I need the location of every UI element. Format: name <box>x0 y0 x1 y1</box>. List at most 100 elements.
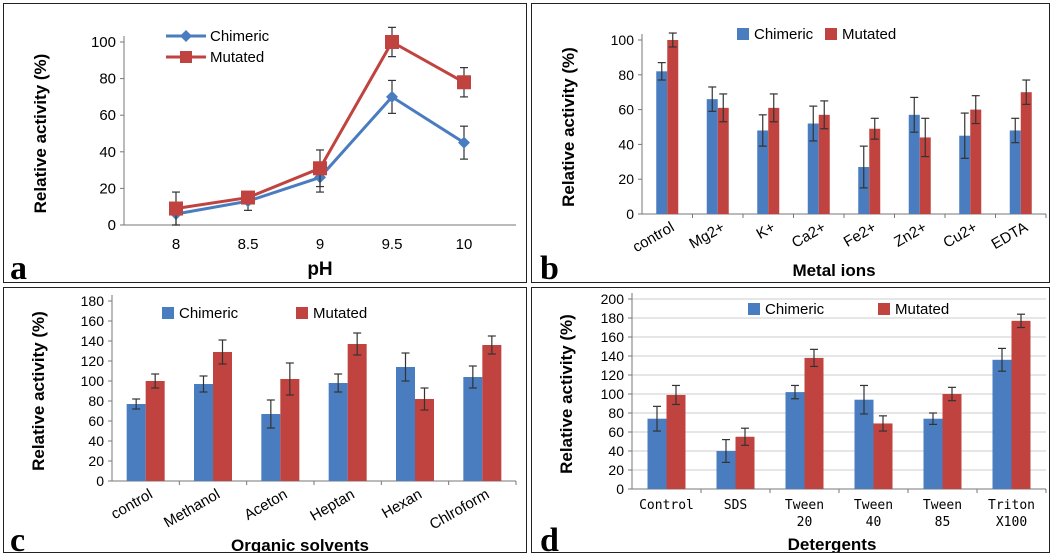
y-tick-label: 40 <box>608 443 624 459</box>
y-tick-label: 20 <box>618 171 634 187</box>
bar-chimeric <box>261 414 281 481</box>
bar-chimeric <box>785 392 805 489</box>
y-tick-label: 40 <box>99 144 116 161</box>
y-tick-label: 180 <box>601 310 625 326</box>
bar-chimeric <box>656 71 668 214</box>
x-tick-label: 8 <box>172 236 180 253</box>
y-tick-label: 0 <box>616 481 624 497</box>
bar-chimeric <box>194 384 213 481</box>
data-point-mutated <box>169 201 183 216</box>
bar-mutated <box>482 345 502 481</box>
bar-chimeric <box>923 418 943 489</box>
bar-mutated <box>804 357 824 489</box>
y-tick-label: 160 <box>81 313 105 329</box>
x-tick-label: control <box>108 486 155 523</box>
x-axis-title: Detergents <box>788 535 877 553</box>
panel-c: 0 20 40 60 80 100 120 140 160 180 Relative activit… <box>3 287 527 553</box>
metal-ions-bar-chart: 0 20 40 60 80 100 Relative activity (%) control… <box>559 26 1047 280</box>
bar-mutated <box>666 394 686 489</box>
legend-swatch <box>825 28 837 40</box>
data-point-mutated <box>241 190 255 205</box>
x-tick-label: Hexan <box>379 486 425 522</box>
legend-label: Chimeric <box>765 301 825 318</box>
x-tick-label: 9.5 <box>382 236 403 253</box>
panel-letter-d: d <box>540 522 559 553</box>
y-axis-title: Relative activity (%) <box>559 47 578 207</box>
y-tick-label: 0 <box>626 206 634 222</box>
y-tick-label: 80 <box>88 393 104 409</box>
ph-line-chart: 0 20 40 60 80 100 Relative activity (%) 8 8.5 9 9.… <box>31 26 516 280</box>
bar-chimeric <box>854 399 874 489</box>
x-tick-label: Fe2+ <box>841 219 880 251</box>
x-tick-label: Triton X100 <box>988 498 1035 530</box>
legend-label: Mutated <box>210 49 264 66</box>
y-tick-label: 60 <box>618 102 634 118</box>
panel-letter-a: a <box>10 250 27 283</box>
y-tick-label: 100 <box>601 386 625 402</box>
data-point-mutated <box>457 75 471 90</box>
x-tick-label: Zn2+ <box>891 219 930 251</box>
data-point-mutated <box>313 161 327 176</box>
bar-chimeric <box>706 99 718 214</box>
legend-swatch <box>878 303 890 315</box>
bar-mutated <box>280 379 300 481</box>
y-tick-label: 160 <box>601 329 625 345</box>
y-tick-label: 120 <box>601 367 625 383</box>
y-tick-label: 180 <box>81 293 105 309</box>
panel-letter-c: c <box>10 522 26 553</box>
organic-solvents-bar-chart: 0 20 40 60 80 100 120 140 160 180 Relative activit… <box>29 293 517 552</box>
panel-a: 0 20 40 60 80 100 Relative activity (%) 8 8.5 9 9.… <box>3 3 527 283</box>
bar-mutated <box>873 423 893 489</box>
x-tick-label: Control <box>639 498 694 513</box>
bar-chimeric <box>757 130 769 214</box>
y-tick-label: 140 <box>601 348 625 364</box>
bar-chimeric <box>807 123 819 214</box>
bar-chimeric <box>396 367 415 481</box>
bar-mutated <box>735 436 755 489</box>
x-tick-label: SDS <box>724 498 747 513</box>
legend-swatch <box>748 303 760 315</box>
legend-label: Chimeric <box>210 28 270 45</box>
legend-marker <box>180 51 192 63</box>
y-tick-label: 100 <box>91 34 116 51</box>
x-tick-label: 9 <box>316 236 324 253</box>
legend-swatch <box>737 28 749 40</box>
x-tick-label: Heptan <box>307 486 357 525</box>
bar-mutated <box>1011 320 1031 489</box>
bar-mutated <box>768 107 780 214</box>
bar-mutated <box>919 137 931 214</box>
legend-marker <box>180 30 192 42</box>
bar-mutated <box>415 399 434 481</box>
y-tick-label: 60 <box>608 424 624 440</box>
detergents-bar-chart: 0 20 40 60 80 100 120 140 160 180 200 Relative acti… <box>557 291 1047 553</box>
y-tick-label: 20 <box>88 453 104 469</box>
y-axis-title: Relative activity (%) <box>29 311 48 471</box>
x-tick-label: Tween 85 <box>923 498 962 530</box>
bar-mutated <box>347 344 367 481</box>
y-tick-label: 200 <box>601 291 625 307</box>
bar-mutated <box>818 114 830 214</box>
bar-chimeric <box>959 135 971 214</box>
data-point-chimeric <box>458 136 470 149</box>
bar-chimeric <box>463 377 483 481</box>
x-tick-label: Methanol <box>161 486 223 532</box>
y-tick-label: 80 <box>608 405 624 421</box>
bar-mutated <box>717 107 729 214</box>
bar-chimeric <box>858 167 870 214</box>
data-point-chimeric <box>386 90 398 103</box>
legend-label: Chimeric <box>754 26 814 43</box>
bar-mutated <box>869 128 881 214</box>
y-tick-label: 40 <box>618 136 634 152</box>
panel-d: 0 20 40 60 80 100 120 140 160 180 200 Relative acti… <box>531 287 1050 553</box>
y-tick-label: 40 <box>88 433 104 449</box>
bar-chimeric <box>328 383 348 481</box>
legend-label: Chimeric <box>179 305 239 322</box>
panel-b: 0 20 40 60 80 100 Relative activity (%) control… <box>531 3 1050 283</box>
y-tick-label: 60 <box>88 413 104 429</box>
panel-letter-b: b <box>540 250 559 283</box>
bar-mutated <box>1020 92 1032 214</box>
x-tick-label: control <box>630 219 677 256</box>
y-tick-label: 120 <box>81 353 105 369</box>
x-tick-label: 8.5 <box>238 236 259 253</box>
x-axis-title: Metal ions <box>792 261 875 280</box>
